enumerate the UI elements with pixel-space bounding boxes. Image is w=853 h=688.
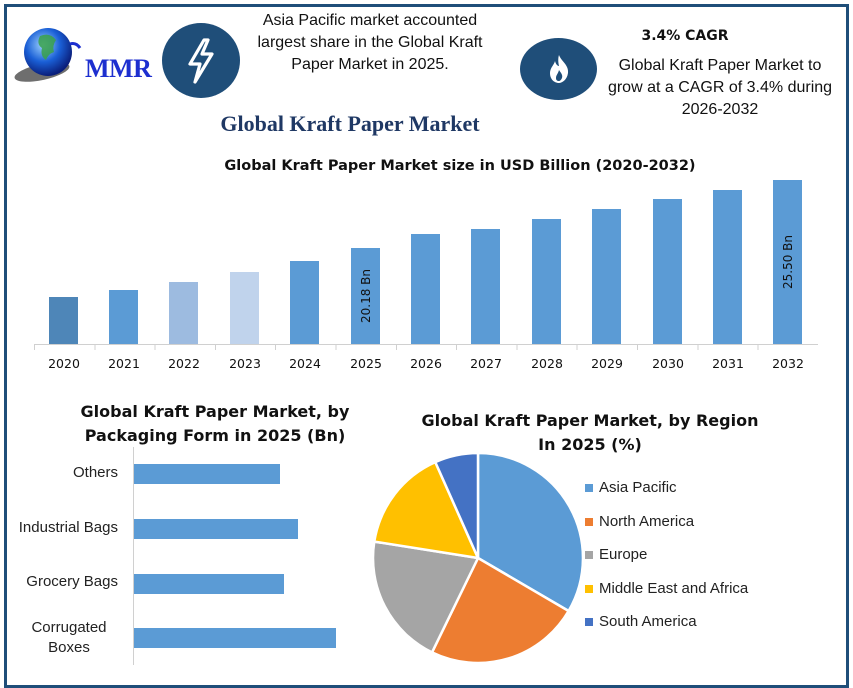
packaging-y-axis xyxy=(133,447,134,665)
hbar-grocery-bags xyxy=(134,574,284,594)
cagr-line: 2026-2032 xyxy=(681,101,759,118)
legend-label: Asia Pacific xyxy=(599,479,677,496)
pie-slice-middle-east-africa xyxy=(373,460,480,560)
legend-label: South America xyxy=(599,613,697,630)
legend-south-america: South America xyxy=(585,613,697,630)
bar-2032: 25.50 Bn xyxy=(773,180,802,344)
region-pie-chart xyxy=(371,451,585,665)
x-tick: 2025 xyxy=(350,356,382,371)
legend-swatch-icon xyxy=(585,550,593,559)
x-tick: 2032 xyxy=(772,356,804,371)
cagr-line: grow at a CAGR of 3.4% during xyxy=(607,79,833,96)
highlight-line: Asia Pacific market accounted xyxy=(262,12,478,29)
x-tick: 2026 xyxy=(410,356,442,371)
asia-pacific-highlight: Asia Pacific market accounted largest sh… xyxy=(245,10,495,76)
mmr-logo: MMR xyxy=(12,22,157,88)
legend-asia-pacific: Asia Pacific xyxy=(585,479,677,496)
bar-2024 xyxy=(290,261,319,344)
x-tick: 2021 xyxy=(108,356,140,371)
bar-2022 xyxy=(169,282,198,344)
x-axis-labels: 2020 2021 2022 2023 2024 2025 2026 2027 … xyxy=(34,356,818,374)
bar-2020 xyxy=(49,297,78,344)
legend-label: Middle East and Africa xyxy=(599,580,749,597)
packaging-label-grocery-bags: Grocery Bags xyxy=(26,573,118,590)
pie-slice-europe xyxy=(371,540,480,654)
packaging-chart-title: Global Kraft Paper Market, by Packaging … xyxy=(70,400,360,448)
bar-2028 xyxy=(532,219,561,344)
region-title-line: Global Kraft Paper Market, by Region xyxy=(421,411,759,430)
bar-2027 xyxy=(471,229,500,344)
x-tick: 2027 xyxy=(470,356,502,371)
x-tick: 2022 xyxy=(168,356,200,371)
bar-2029 xyxy=(592,209,621,344)
pie-slice-south-america xyxy=(434,451,480,560)
lightning-bolt-icon xyxy=(162,23,240,98)
bar-2021 xyxy=(109,290,138,344)
legend-label: Europe xyxy=(599,546,648,563)
region-chart-title: Global Kraft Paper Market, by Region In … xyxy=(420,409,760,457)
x-tick: 2031 xyxy=(712,356,744,371)
legend-north-america: North America xyxy=(585,513,694,530)
legend-swatch-icon xyxy=(585,584,593,593)
x-tick: 2023 xyxy=(229,356,261,371)
logo-text: MMR xyxy=(85,54,152,83)
cagr-line: Global Kraft Paper Market to xyxy=(618,57,822,74)
cagr-description: Global Kraft Paper Market to grow at a C… xyxy=(600,55,840,121)
bar-chart-title: Global Kraft Paper Market size in USD Bi… xyxy=(224,158,696,174)
packaging-label-industrial-bags: Industrial Bags xyxy=(18,519,118,536)
legend-swatch-icon xyxy=(585,617,593,626)
cagr-headline: 3.4% CAGR xyxy=(641,28,729,44)
highlight-line: largest share in the Global Kraft xyxy=(257,34,483,51)
bar-2030 xyxy=(653,199,682,344)
packaging-title-line: Packaging Form in 2025 (Bn) xyxy=(84,426,346,445)
packaging-label-corrugated-boxes: Corrugated Boxes xyxy=(20,618,118,658)
highlight-line: Paper Market in 2025. xyxy=(291,56,449,73)
x-axis-ticks xyxy=(34,344,818,350)
bar-2025-label: 20.18 Bn xyxy=(358,268,373,324)
bar-2031 xyxy=(713,190,742,344)
x-tick: 2028 xyxy=(531,356,563,371)
x-tick: 2029 xyxy=(591,356,623,371)
x-tick: 2024 xyxy=(289,356,321,371)
bar-2025: 20.18 Bn xyxy=(351,248,380,344)
globe-icon xyxy=(14,28,82,82)
legend-swatch-icon xyxy=(585,483,593,492)
hbar-corrugated-boxes xyxy=(134,628,336,648)
flame-icon xyxy=(520,38,597,100)
legend-swatch-icon xyxy=(585,517,593,526)
region-title-line: In 2025 (%) xyxy=(538,435,642,454)
legend-middle-east-africa: Middle East and Africa xyxy=(585,580,748,597)
bar-2032-label: 25.50 Bn xyxy=(780,234,795,290)
hbar-industrial-bags xyxy=(134,519,298,539)
legend-europe: Europe xyxy=(585,546,647,563)
x-tick: 2020 xyxy=(48,356,80,371)
page-title: Global Kraft Paper Market xyxy=(220,111,480,136)
packaging-label-others: Others xyxy=(72,464,118,481)
infographic-frame xyxy=(4,4,849,688)
label-line: Boxes xyxy=(48,639,90,656)
packaging-title-line: Global Kraft Paper Market, by xyxy=(80,402,350,421)
bar-2023 xyxy=(230,272,259,344)
hbar-others xyxy=(134,464,280,484)
label-line: Corrugated xyxy=(31,619,107,636)
bar-2026 xyxy=(411,234,440,344)
x-tick: 2030 xyxy=(652,356,684,371)
market-size-bar-chart: 20.18 Bn 25.50 Bn xyxy=(34,170,818,344)
legend-label: North America xyxy=(599,513,695,530)
pie-slice-asia-pacific xyxy=(476,451,585,613)
